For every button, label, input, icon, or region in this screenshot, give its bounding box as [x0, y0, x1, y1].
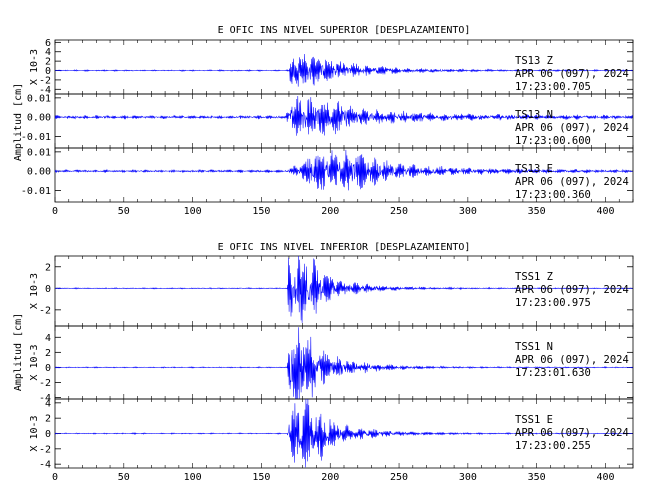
x-tick-label: 250 [390, 206, 408, 217]
y-tick-label: 0.00 [27, 167, 51, 178]
y-scale-label: X 10-3 [29, 415, 40, 451]
x-tick-label: 300 [459, 206, 477, 217]
x-tick-label: 50 [118, 206, 130, 217]
y-tick-label: -0.01 [21, 186, 51, 197]
y-tick-label: 0 [45, 284, 51, 295]
y-tick-label: 4 [45, 398, 51, 409]
trace-time-label: 17:23:00.975 [515, 297, 591, 309]
y-tick-label: -2 [39, 444, 51, 455]
trace-station-label: TS13 Z [515, 55, 553, 67]
y-tick-label: -4 [39, 393, 51, 404]
x-tick-label: 0 [52, 472, 58, 483]
y-tick-label: -2 [39, 378, 51, 389]
trace-station-label: TS13 N [515, 109, 553, 121]
x-tick-label: 350 [528, 472, 546, 483]
x-tick-label: 400 [596, 206, 614, 217]
waveform-trace [54, 53, 633, 87]
trace-time-label: 17:23:01.630 [515, 367, 591, 379]
x-tick-label: 100 [184, 206, 202, 217]
y-axis-label-lower: Amplitud [cm] [13, 313, 24, 391]
y-tick-label: 6 [45, 38, 51, 49]
panel-title-upper: E OFIC INS NIVEL SUPERIOR [DESPLAZAMIENT… [218, 25, 471, 36]
waveform-trace [54, 95, 633, 136]
x-tick-label: 200 [321, 472, 339, 483]
y-tick-label: 0.01 [27, 147, 51, 158]
y-tick-label: 0.01 [27, 93, 51, 104]
x-tick-label: 350 [528, 206, 546, 217]
y-tick-label: -2 [39, 305, 51, 316]
y-tick-label: -0.01 [21, 132, 51, 143]
y-tick-label: 4 [45, 333, 51, 344]
y-tick-label: 2 [45, 57, 51, 68]
trace-date-label: APR 06 (097), 2024 [515, 354, 629, 366]
y-tick-label: -2 [39, 75, 51, 86]
y-scale-label: X 10-3 [29, 49, 40, 85]
y-axis-label-upper: Amplitud [cm] [13, 83, 24, 161]
y-tick-label: 2 [45, 414, 51, 425]
trace-time-label: 17:23:00.600 [515, 135, 591, 147]
y-scale-label: X 10-3 [29, 273, 40, 309]
panel-group-lower: E OFIC INS NIVEL INFERIOR [DESPLAZAMIENT… [13, 242, 634, 483]
trace-station-label: TS13 E [515, 163, 553, 175]
y-tick-label: -4 [39, 85, 51, 96]
trace-date-label: APR 06 (097), 2024 [515, 122, 629, 134]
trace-station-label: TSS1 E [515, 414, 553, 426]
y-scale-label: X 10-3 [29, 344, 40, 380]
trace-time-label: 17:23:00.255 [515, 440, 591, 452]
x-tick-label: 0 [52, 206, 58, 217]
x-tick-label: 400 [596, 472, 614, 483]
panel-group-upper: E OFIC INS NIVEL SUPERIOR [DESPLAZAMIENT… [13, 25, 634, 217]
trace-time-label: 17:23:00.705 [515, 81, 591, 93]
y-tick-label: 0 [45, 363, 51, 374]
trace-date-label: APR 06 (097), 2024 [515, 284, 629, 296]
y-tick-label: 0 [45, 66, 51, 77]
x-tick-label: 100 [184, 472, 202, 483]
trace-station-label: TSS1 N [515, 341, 553, 353]
x-tick-label: 250 [390, 472, 408, 483]
trace-date-label: APR 06 (097), 2024 [515, 68, 629, 80]
y-tick-label: -4 [39, 460, 51, 471]
waveform-trace [54, 398, 633, 468]
x-tick-label: 150 [252, 472, 270, 483]
x-tick-label: 150 [252, 206, 270, 217]
x-tick-label: 300 [459, 472, 477, 483]
y-tick-label: 4 [45, 47, 51, 58]
waveform-trace [54, 327, 633, 400]
trace-station-label: TSS1 Z [515, 271, 553, 283]
waveform-trace [54, 149, 633, 191]
x-tick-label: 50 [118, 472, 130, 483]
y-tick-label: 0 [45, 429, 51, 440]
x-tick-label: 200 [321, 206, 339, 217]
panel-title-lower: E OFIC INS NIVEL INFERIOR [DESPLAZAMIENT… [218, 242, 471, 253]
y-tick-label: 2 [45, 262, 51, 273]
y-tick-label: 0.00 [27, 113, 51, 124]
waveform-trace [54, 255, 633, 323]
trace-date-label: APR 06 (097), 2024 [515, 176, 629, 188]
y-tick-label: 2 [45, 348, 51, 359]
trace-date-label: APR 06 (097), 2024 [515, 427, 629, 439]
trace-time-label: 17:23:00.360 [515, 189, 591, 201]
